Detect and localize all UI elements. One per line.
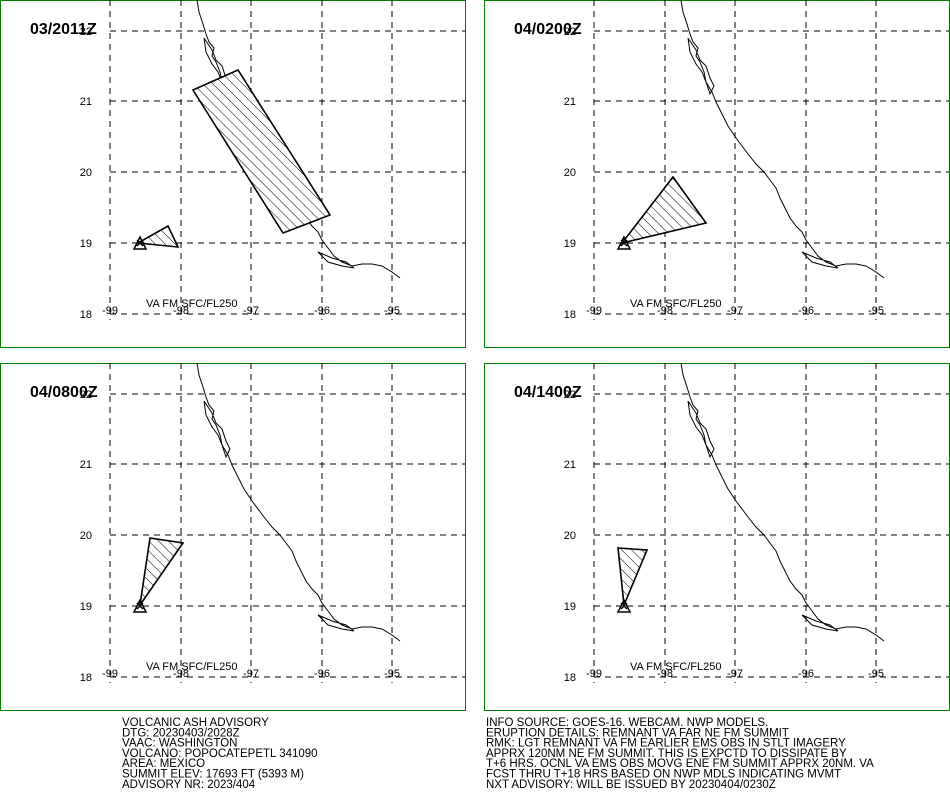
advisory-line: VAAC: WASHINGTON <box>122 738 237 750</box>
lon-label: -99 <box>102 305 118 317</box>
lat-label: 18 <box>80 672 92 684</box>
lat-label: 22 <box>564 26 576 38</box>
advisory-line: NXT ADVISORY: WILL BE ISSUED BY 20230404… <box>486 779 776 791</box>
panel-frame <box>484 363 950 711</box>
lon-label: -97 <box>243 305 259 317</box>
lon-label: -97 <box>727 668 743 680</box>
lat-label: 21 <box>564 459 576 471</box>
valid-time: 03/2011Z <box>30 21 97 38</box>
advisory-line: T+6 HRS. OCNL VA EMS OBS MOVG ENE FM SUM… <box>486 758 874 770</box>
volcano-symbol <box>616 235 632 250</box>
coastline <box>196 362 401 642</box>
lat-label: 19 <box>564 238 576 250</box>
volcano-symbol <box>132 235 148 250</box>
lat-label: 22 <box>80 26 92 38</box>
lon-label: -98 <box>173 668 189 680</box>
advisory-line: FCST THRU T+18 HRS BASED ON NWP MDLS IND… <box>486 769 841 781</box>
lon-label: -97 <box>727 305 743 317</box>
map-panel: 22 21 20 19 18 -99 -98 -97 -96 -95 VA FM SFC/FL250… <box>484 362 950 711</box>
advisory-line: ERUPTION DETAILS: REMNANT VA FAR NE FM S… <box>486 727 789 739</box>
panel-frame <box>0 363 466 711</box>
lon-label: -98 <box>657 305 673 317</box>
lat-label: 20 <box>80 167 92 179</box>
advisory-line: VOLCANIC ASH ADVISORY <box>122 717 269 729</box>
map-panel: 22 21 20 19 18 -99 -98 -97 -96 -95 VA FM SFC/FL250… <box>0 0 466 348</box>
ash-area <box>617 547 649 606</box>
lon-label: -96 <box>314 305 330 317</box>
lat-label: 18 <box>564 672 576 684</box>
lon-label: -95 <box>868 305 884 317</box>
lon-label: -99 <box>102 668 118 680</box>
lon-label: -96 <box>314 668 330 680</box>
ash-area <box>191 68 332 234</box>
map-panel: 22 21 20 19 18 -99 -98 -97 -96 -95 VA FM SFC/FL250… <box>0 362 466 711</box>
lon-label: -95 <box>384 305 400 317</box>
lon-label: -99 <box>586 668 602 680</box>
advisory-line: DTG: 20230403/2028Z <box>122 727 240 739</box>
coastline <box>680 362 885 642</box>
level-label: VA FM SFC/FL250 <box>630 661 722 673</box>
advisory-line: APPRX 120NM NE FM SUMMIT. THIS IS EXPCTD… <box>486 748 847 760</box>
lat-label: 20 <box>80 530 92 542</box>
advisory-line: AREA: MEXICO <box>122 758 205 770</box>
lon-label: -98 <box>657 668 673 680</box>
lat-label: 22 <box>80 389 92 401</box>
valid-time: 04/0800Z <box>30 384 98 401</box>
lat-label: 19 <box>564 601 576 613</box>
level-label: VA FM SFC/FL250 <box>146 661 238 673</box>
lat-label: 22 <box>564 389 576 401</box>
valid-time: 04/1400Z <box>514 384 582 401</box>
lat-label: 19 <box>80 238 92 250</box>
advisory-line: ADVISORY NR: 2023/404 <box>122 779 256 791</box>
ash-area <box>139 537 185 606</box>
lon-label: -99 <box>586 305 602 317</box>
lat-label: 19 <box>80 601 92 613</box>
lat-label: 18 <box>564 309 576 321</box>
lat-label: 21 <box>80 96 92 108</box>
level-label: VA FM SFC/FL250 <box>630 298 722 310</box>
advisory-line: SUMMIT ELEV: 17693 FT (5393 M) <box>122 769 304 781</box>
ash-area <box>135 224 180 248</box>
panel-frame <box>484 0 950 348</box>
valid-time: 04/0200Z <box>514 21 582 38</box>
level-label: VA FM SFC/FL250 <box>146 298 238 310</box>
panel-frame <box>0 0 466 348</box>
lat-label: 20 <box>564 530 576 542</box>
ash-area <box>619 175 708 245</box>
lat-label: 18 <box>80 309 92 321</box>
lon-label: -98 <box>173 305 189 317</box>
coastline <box>680 0 885 279</box>
lat-label: 21 <box>80 459 92 471</box>
map-panel: 22 21 20 19 18 -99 -98 -97 -96 -95 VA FM SFC/FL250… <box>484 0 950 348</box>
lat-label: 21 <box>564 96 576 108</box>
lon-label: -97 <box>243 668 259 680</box>
lon-label: -96 <box>798 305 814 317</box>
advisory-line: INFO SOURCE: GOES-16. WEBCAM. NWP MODELS… <box>486 717 768 729</box>
advisory-line: VOLCANO: POPOCATEPETL 341090 <box>122 748 318 760</box>
lon-label: -96 <box>798 668 814 680</box>
lon-label: -95 <box>384 668 400 680</box>
volcano-symbol <box>132 598 148 613</box>
volcano-symbol <box>616 598 632 613</box>
advisory-line: RMK: LGT REMNANT VA FM EARLIER EMS OBS I… <box>486 738 846 750</box>
lat-label: 20 <box>564 167 576 179</box>
lon-label: -95 <box>868 668 884 680</box>
